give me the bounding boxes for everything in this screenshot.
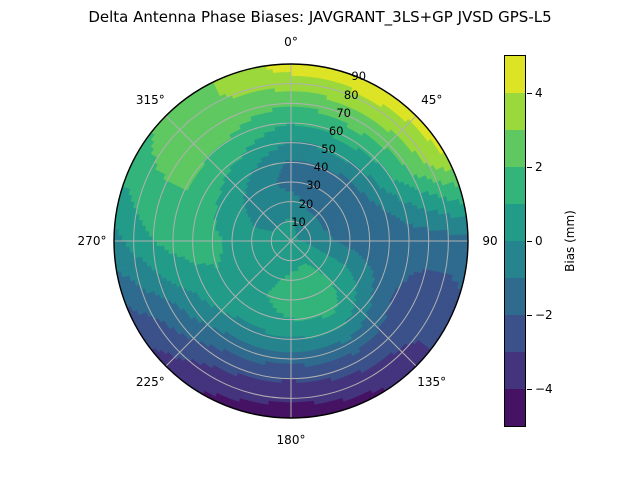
contour-cell [382, 237, 388, 242]
contour-cell [287, 340, 292, 346]
contour-cell [290, 144, 295, 150]
contour-cell [206, 243, 211, 248]
contour-cell [182, 240, 188, 246]
contour-cell [284, 152, 289, 157]
contour-cell [284, 156, 289, 161]
contour-cell [290, 132, 296, 138]
chart-title: Delta Antenna Phase Biases: JAVGRANT_3LS… [88, 8, 552, 26]
contour-cell [186, 244, 192, 249]
contour-cell [286, 344, 292, 350]
contour-cell [287, 332, 292, 338]
contour-cell [290, 344, 296, 350]
contour-cell [390, 233, 396, 238]
contour-cell [390, 244, 396, 249]
contour-cell [294, 136, 299, 142]
contour-cell [283, 144, 289, 150]
contour-cell [382, 240, 388, 245]
contour-cell [213, 243, 219, 247]
contour-cell [382, 233, 388, 239]
contour-cell [375, 234, 380, 239]
contour-cell [293, 325, 298, 330]
contour-cell [283, 344, 288, 349]
contour-cell [394, 240, 400, 246]
contour-cell [294, 340, 299, 346]
contour-cell [290, 332, 295, 338]
contour-cell [293, 328, 298, 334]
contour-cell [363, 235, 369, 239]
contour-cell [284, 148, 289, 154]
contour-cell [393, 229, 399, 235]
contour-cell [183, 247, 189, 253]
contour-cell [285, 163, 289, 169]
contour-cell [390, 240, 396, 245]
contour-cell [390, 237, 396, 242]
contour-cell [198, 243, 204, 248]
contour-cell [194, 243, 200, 249]
contour-cell [186, 233, 192, 238]
contour-cell [280, 144, 285, 150]
contour-cell [394, 233, 399, 238]
contour-cell [378, 234, 384, 239]
contour-cell [283, 340, 288, 346]
contour-cell [287, 136, 292, 142]
contour-cell [394, 244, 399, 249]
contour-cell [293, 321, 298, 326]
contour-cell [390, 229, 395, 235]
contour-cell [293, 313, 297, 319]
contour-cell [297, 340, 303, 345]
contour-cell [294, 344, 299, 349]
contour-cell [186, 240, 192, 245]
contour-cell [283, 136, 288, 142]
contour-cell [202, 243, 207, 248]
contour-cell [382, 230, 388, 235]
contour-cell [290, 136, 295, 142]
contour-cell [394, 236, 400, 242]
contour-cell [279, 137, 285, 142]
contour-cell [371, 234, 376, 239]
contour-cell [194, 247, 200, 252]
contour-cell [297, 332, 302, 338]
contour-cell [194, 237, 200, 242]
contour-cell [297, 343, 303, 349]
contour-cell [183, 244, 188, 249]
contour-cell [287, 144, 292, 150]
contour-cell [187, 247, 192, 253]
contour-cell [290, 340, 295, 346]
contour-cell [186, 237, 192, 242]
contour-cell [294, 133, 299, 138]
contour-cell [194, 240, 200, 245]
contour-cell [293, 332, 299, 338]
